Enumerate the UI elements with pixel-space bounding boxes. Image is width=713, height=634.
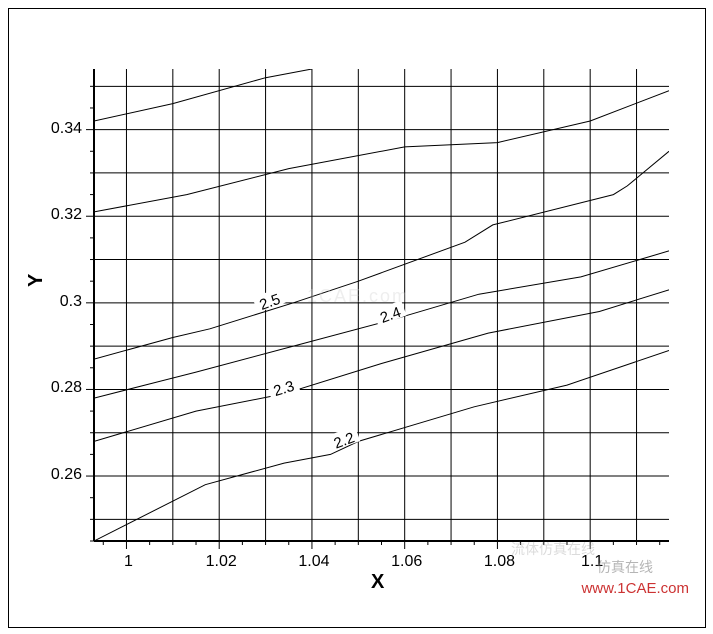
watermark-center: 1CAE.com (307, 286, 409, 307)
watermark-text-1: 流体仿真在线 (511, 539, 595, 559)
contour-line (94, 351, 669, 542)
x-tick-label: 1.06 (387, 553, 427, 571)
plot-svg: 2.52.42.32.2 (9, 9, 705, 627)
y-tick-label: 0.32 (51, 206, 82, 224)
contour-line (94, 91, 669, 212)
y-tick-label: 0.3 (60, 293, 82, 311)
outer-frame: X Y 2.52.42.32.2 11.021.041.061.081.1 0.… (8, 8, 706, 628)
x-tick-label: 1.02 (201, 553, 241, 571)
y-tick-label: 0.34 (51, 120, 82, 138)
watermark-url: www.1CAE.com (581, 580, 689, 597)
watermark-text-2: 仿真在线 (597, 557, 653, 577)
y-tick-label: 0.26 (51, 466, 82, 484)
x-tick-label: 1 (108, 553, 148, 571)
x-tick-label: 1.04 (294, 553, 334, 571)
y-tick-label: 0.28 (51, 379, 82, 397)
contour-line (94, 151, 669, 359)
